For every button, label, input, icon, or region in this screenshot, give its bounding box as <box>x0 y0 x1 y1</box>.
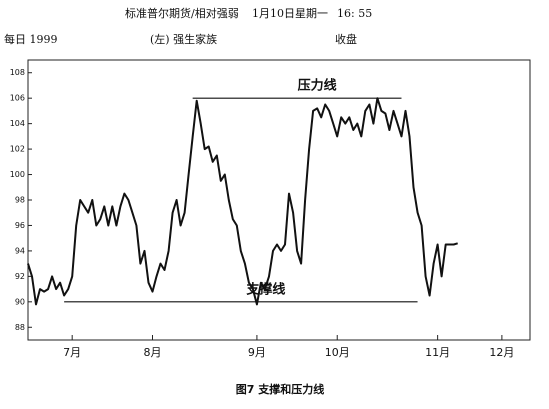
header-date: 1月10日星期一 <box>252 7 328 20</box>
x-tick-label: 11月 <box>425 346 450 359</box>
subtitle-mid: (左) 强生家族 <box>150 32 217 46</box>
x-tick-label: 8月 <box>143 346 161 359</box>
x-tick-label: 9月 <box>248 346 266 359</box>
y-tick-label: 96 <box>15 221 25 230</box>
y-tick-label: 102 <box>10 145 25 154</box>
subtitle-right: 收盘 <box>335 32 357 46</box>
level-label: 压力线 <box>298 78 337 94</box>
x-tick-label: 7月 <box>63 346 81 359</box>
header-title: 标准普尔期货/相对强弱 <box>125 6 239 20</box>
y-tick-label: 108 <box>10 68 25 77</box>
subtitle-left: 每日 1999 <box>4 32 58 46</box>
x-tick-label: 12月 <box>489 346 514 359</box>
y-tick-label: 100 <box>10 170 25 179</box>
y-tick-label: 106 <box>10 94 25 103</box>
plot-frame <box>27 59 531 341</box>
y-tick-label: 92 <box>15 272 25 281</box>
y-tick-label: 104 <box>10 119 25 128</box>
x-tick-label: 10月 <box>325 346 350 359</box>
y-tick-label: 98 <box>15 196 25 205</box>
header-time: 16: 55 <box>337 7 372 20</box>
caption: 图7 支撑和压力线 <box>236 382 324 396</box>
y-tick-label: 94 <box>15 246 25 255</box>
y-tick-label: 88 <box>15 323 25 332</box>
price-line <box>27 97 458 306</box>
y-tick-label: 90 <box>15 297 25 306</box>
